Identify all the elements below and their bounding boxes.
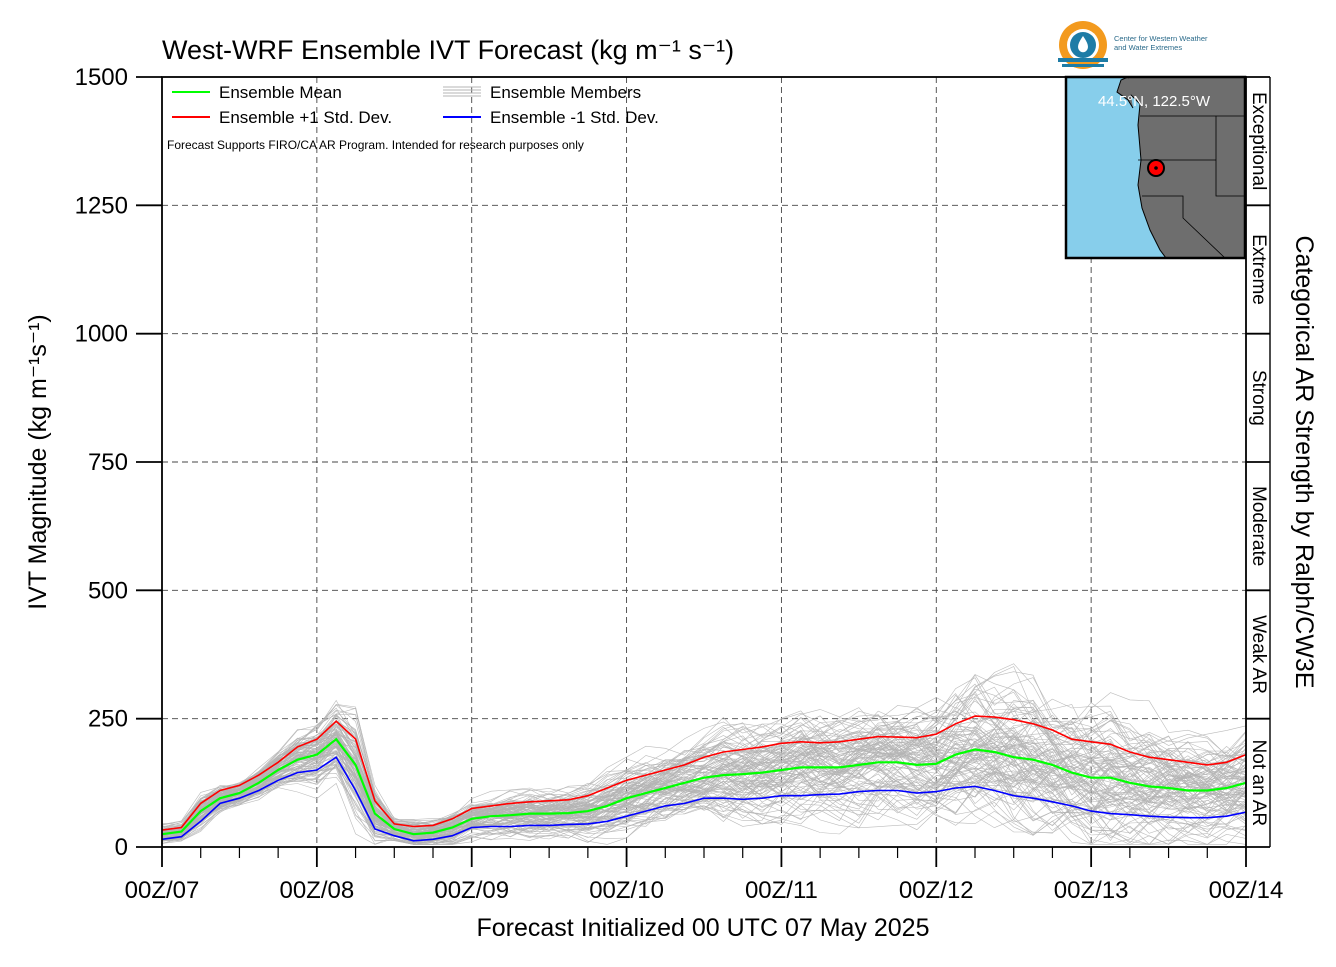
y-axis-ticks: 0 250 500 750 1000 1250 1500 [75, 64, 162, 861]
member-line [161, 737, 1247, 837]
cw3e-logo: Center for Western Weather and Water Ext… [1058, 21, 1208, 69]
member-line [161, 694, 1247, 834]
category-label: Not an AR [1248, 740, 1269, 827]
x-tick-label: 00Z/10 [589, 877, 664, 904]
y-tick-label: 1250 [75, 192, 128, 219]
y-tick-label: 0 [115, 834, 128, 861]
category-label: Extreme [1248, 234, 1269, 305]
category-axis: Not an AR Weak AR Moderate Strong Extreme Exc… [1246, 76, 1271, 848]
logo-line-2: and Water Extremes [1114, 43, 1182, 52]
member-line [161, 720, 1247, 835]
x-tick-label: 00Z/08 [279, 877, 354, 904]
inset-frame [1064, 75, 1247, 260]
member-line [161, 752, 1247, 845]
y-tick-label: 1500 [75, 64, 128, 91]
x-tick-label: 00Z/11 [745, 877, 818, 904]
member-line [161, 747, 1247, 834]
category-label: Exceptional [1248, 92, 1269, 190]
research-note: Forecast Supports FIRO/CA AR Program. In… [167, 138, 584, 152]
legend-label-plus: Ensemble +1 Std. Dev. [219, 108, 392, 127]
chart-title: West-WRF Ensemble IVT Forecast (kg m⁻¹ s… [162, 35, 734, 65]
inset-state-borders [1138, 115, 1245, 259]
member-line [161, 738, 1247, 839]
member-line [161, 710, 1247, 835]
series-line-minus-std [161, 756, 1247, 842]
legend-swatch-members [443, 86, 481, 97]
member-line [161, 736, 1247, 839]
member-line [161, 714, 1247, 834]
logo-line-1: Center for Western Weather [1114, 34, 1208, 43]
member-line [161, 731, 1247, 837]
member-line [161, 735, 1247, 842]
member-line [161, 740, 1247, 843]
member-line [161, 677, 1247, 831]
category-label: Moderate [1248, 486, 1269, 566]
x-tick-label: 00Z/12 [899, 877, 974, 904]
category-label: Strong [1248, 370, 1269, 426]
y-tick-label: 500 [88, 577, 128, 604]
member-line [161, 708, 1247, 833]
legend-label-members: Ensemble Members [490, 83, 641, 102]
member-line [161, 771, 1247, 845]
x-tick-label: 00Z/14 [1209, 877, 1284, 904]
y-tick-label: 250 [88, 706, 128, 733]
member-line [161, 698, 1247, 831]
member-line [161, 677, 1247, 826]
category-label: Weak AR [1248, 615, 1269, 694]
inset-map: 44.5°N, 122.5°W [1064, 75, 1247, 260]
x-tick-label: 00Z/09 [434, 877, 509, 904]
series-line-mean [161, 737, 1247, 836]
x-axis-ticks: 00Z/07 00Z/08 00Z/09 00Z/10 00Z/11 00Z/12 00Z/… [125, 847, 1284, 904]
legend-label-mean: Ensemble Mean [219, 83, 342, 102]
member-line [161, 700, 1247, 838]
member-line [161, 763, 1247, 845]
member-line [161, 674, 1247, 829]
series-lines [161, 715, 1247, 842]
y-tick-label: 1000 [75, 321, 128, 348]
member-line [161, 697, 1247, 826]
right-axis-label: Categorical AR Strength by Ralph/CW3E [1290, 236, 1318, 689]
series-line-plus-std [161, 715, 1247, 831]
legend-label-minus: Ensemble -1 Std. Dev. [490, 108, 659, 127]
x-tick-label: 00Z/13 [1054, 877, 1129, 904]
member-line [161, 732, 1247, 838]
member-line [161, 714, 1247, 833]
member-line [161, 663, 1247, 825]
legend: Ensemble Mean Ensemble +1 Std. Dev. Ense… [167, 83, 659, 152]
inset-location-label: 44.5°N, 122.5°W [1098, 93, 1211, 110]
x-tick-label: 00Z/07 [125, 877, 200, 904]
y-axis-label: IVT Magnitude (kg m⁻¹s⁻¹) [24, 314, 52, 609]
member-line [161, 666, 1247, 833]
inset-island [1116, 76, 1134, 109]
y-tick-label: 750 [88, 449, 128, 476]
x-axis-label: Forecast Initialized 00 UTC 07 May 2025 [477, 914, 930, 942]
